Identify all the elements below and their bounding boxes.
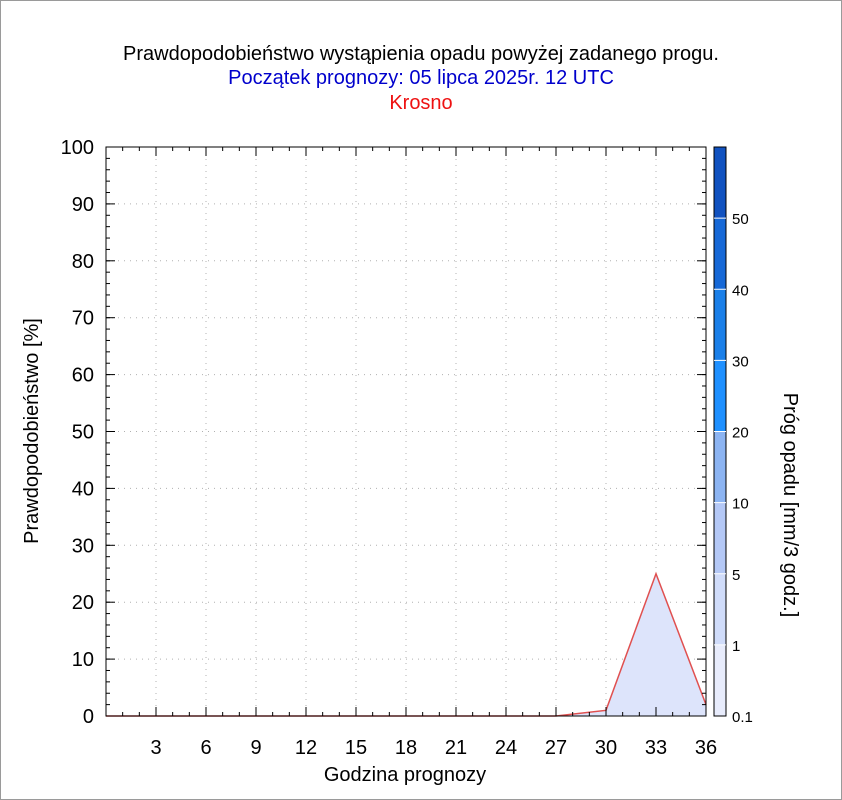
colorbar-label: Próg opadu [mm/3 godz.] — [779, 393, 801, 618]
colorbar-tick-label: 1 — [732, 638, 740, 655]
colorbar-segment — [714, 218, 726, 290]
chart-subtitle: Początek prognozy: 05 lipca 2025r. 12 UT… — [228, 67, 614, 89]
x-tick-label: 24 — [495, 737, 517, 759]
colorbar-segment — [714, 502, 726, 574]
colorbar-segment — [714, 644, 726, 716]
y-tick-label: 40 — [72, 478, 94, 500]
x-tick-label: 3 — [150, 737, 161, 759]
colorbar-tick-label: 20 — [732, 425, 749, 442]
x-tick-label: 15 — [345, 737, 367, 759]
series-area — [106, 573, 706, 716]
colorbar-tick-label: 5 — [732, 567, 740, 584]
y-tick-label: 90 — [72, 194, 94, 216]
y-tick-label: 60 — [72, 365, 94, 387]
x-tick-label: 21 — [445, 737, 467, 759]
x-tick-label: 27 — [545, 737, 567, 759]
x-tick-label: 18 — [395, 737, 417, 759]
axis-layer: 3 6 9 12 15 18 21 24 27 30 33 360102030405060708090… — [61, 137, 718, 759]
x-tick-label: 36 — [695, 737, 717, 759]
y-tick-label: 20 — [72, 592, 94, 614]
x-tick-label: 30 — [595, 737, 617, 759]
colorbar-segment — [714, 573, 726, 645]
x-axis-label: Godzina prognozy — [324, 764, 486, 786]
colorbar-tick-label: 10 — [732, 496, 749, 513]
grid-layer — [106, 147, 706, 716]
x-tick-label: 33 — [645, 737, 667, 759]
colorbar-layer: 0.1 1 5 10 20 30 40 50 — [713, 146, 753, 726]
y-tick-label: 80 — [72, 251, 94, 273]
series-layer — [106, 571, 707, 717]
y-tick-label: 30 — [72, 535, 94, 557]
y-tick-label: 100 — [61, 137, 94, 159]
chart-title: Prawdopodobieństwo wystąpienia opadu pow… — [123, 43, 719, 65]
y-tick-label: 0 — [83, 706, 94, 728]
x-tick-label: 12 — [295, 737, 317, 759]
colorbar-segment — [714, 289, 726, 361]
location-name: Krosno — [389, 92, 453, 114]
colorbar-segment — [714, 360, 726, 432]
colorbar-segment — [714, 147, 726, 219]
colorbar-tick-label: 40 — [732, 282, 749, 299]
colorbar-tick-label: 0.1 — [732, 709, 753, 726]
colorbar-segment — [714, 431, 726, 503]
y-tick-label: 10 — [72, 649, 94, 671]
x-tick-label: 9 — [250, 737, 261, 759]
colorbar-tick-label: 50 — [732, 211, 749, 228]
y-axis-label: Prawdopodobieństwo [%] — [21, 318, 43, 544]
y-tick-label: 70 — [72, 308, 94, 330]
colorbar-tick-label: 30 — [732, 353, 749, 370]
y-tick-label: 50 — [72, 422, 94, 444]
x-tick-label: 6 — [200, 737, 211, 759]
